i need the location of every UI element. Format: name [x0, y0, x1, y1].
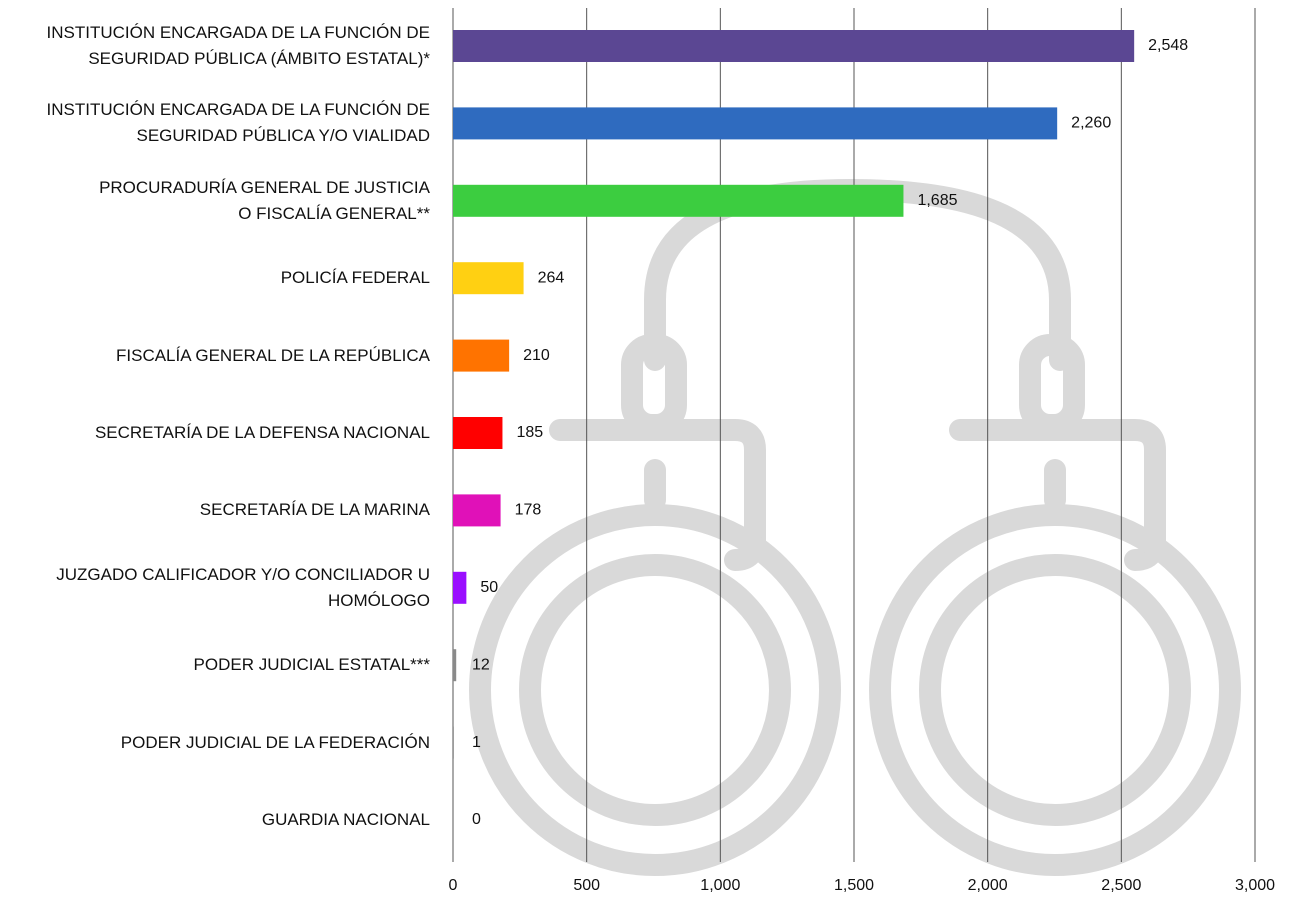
- x-tick-label: 500: [573, 877, 600, 894]
- value-label: 210: [523, 347, 550, 364]
- value-label: 1,685: [917, 192, 957, 209]
- category-label: GUARDIA NACIONAL: [261, 810, 430, 829]
- value-label: 185: [516, 424, 543, 441]
- handcuffs-watermark: [469, 178, 1241, 876]
- bar: [453, 571, 467, 604]
- category-label: POLICÍA FEDERAL: [280, 268, 430, 288]
- category-label: JUZGADO CALIFICADOR Y/O CONCILIADOR U HO…: [56, 564, 430, 610]
- value-label: 2,260: [1071, 115, 1111, 132]
- value-label: 178: [515, 502, 542, 519]
- category-label: FISCALÍA GENERAL DE LA REPÚBLICA: [116, 345, 430, 365]
- value-label: 264: [538, 269, 565, 286]
- x-tick-label: 0: [449, 877, 458, 894]
- bar: [453, 417, 503, 449]
- bar: [453, 494, 501, 527]
- category-label: PROCURADURÍA GENERAL DE JUSTICIA O FISCA…: [99, 177, 430, 223]
- bar: [453, 107, 1058, 140]
- value-label: 12: [472, 656, 490, 673]
- x-tick-label: 3,000: [1235, 877, 1275, 894]
- x-tick-label: 1,500: [834, 877, 874, 894]
- value-label: 50: [480, 579, 498, 596]
- bar: [453, 649, 457, 682]
- x-tick-label: 2,000: [968, 877, 1008, 894]
- category-label: INSTITUCIÓN ENCARGADA DE LA FUNCIÓN DE S…: [46, 100, 431, 146]
- category-label: PODER JUDICIAL DE LA FEDERACIÓN: [120, 732, 430, 752]
- category-label: INSTITUCIÓN ENCARGADA DE LA FUNCIÓN DE S…: [46, 23, 431, 68]
- value-label: 2,548: [1148, 37, 1188, 54]
- bar: [453, 184, 904, 217]
- bar: [453, 262, 524, 295]
- category-label: SECRETARÍA DE LA MARINA: [199, 500, 430, 520]
- x-tick-label: 2,500: [1101, 877, 1141, 894]
- value-label: 1: [472, 734, 481, 751]
- category-label: SECRETARÍA DE LA DEFENSA NACIONAL: [94, 423, 430, 442]
- value-label: 0: [472, 811, 481, 828]
- category-label: PODER JUDICIAL ESTATAL***: [193, 655, 430, 675]
- bar: [453, 339, 510, 372]
- x-tick-label: 1,000: [700, 877, 740, 894]
- bar: [453, 30, 1135, 62]
